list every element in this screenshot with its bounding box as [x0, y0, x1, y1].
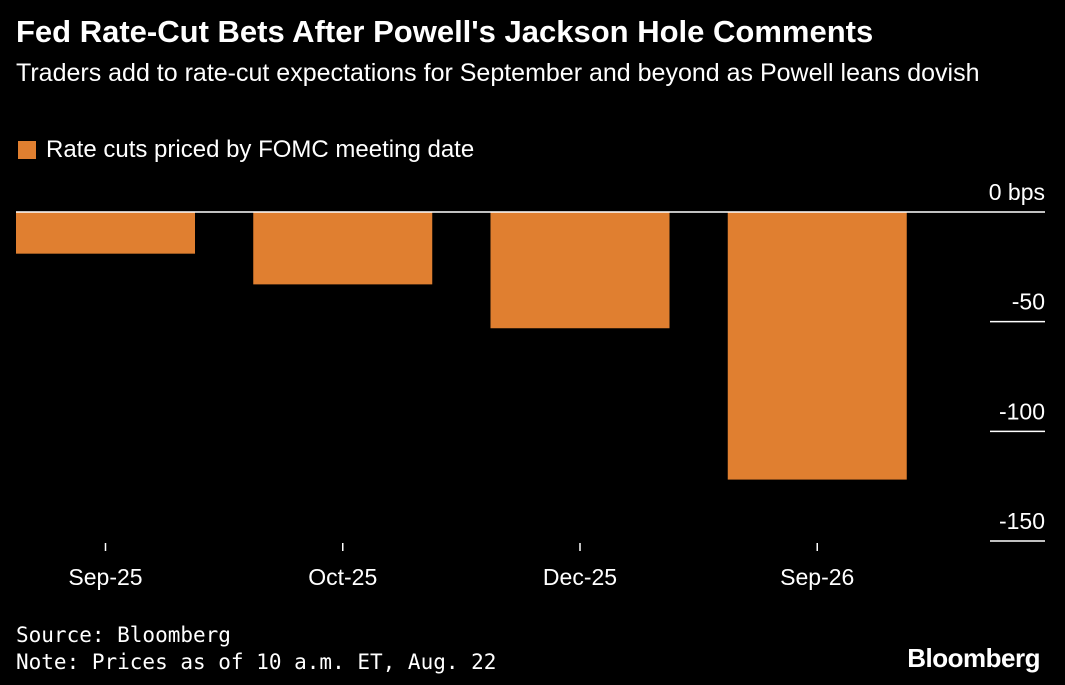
- x-tick-label: Oct-25: [308, 564, 377, 590]
- x-tick-label: Sep-25: [68, 564, 142, 590]
- legend: Rate cuts priced by FOMC meeting date: [18, 136, 474, 164]
- y-tick-label: 0 bps: [989, 179, 1045, 205]
- legend-label: Rate cuts priced by FOMC meeting date: [46, 136, 475, 163]
- bar-sep-26: [727, 212, 907, 480]
- y-tick-label: -100: [999, 398, 1045, 424]
- y-tick-label: -50: [1012, 289, 1045, 315]
- bar-dec-25: [490, 212, 670, 329]
- chart-title: Fed Rate-Cut Bets After Powell's Jackson…: [16, 14, 874, 49]
- legend-swatch: [18, 141, 36, 159]
- bloomberg-logo: Bloomberg: [907, 643, 1040, 673]
- y-tick-label: -150: [999, 508, 1045, 534]
- bar-oct-25: [253, 212, 433, 285]
- note-text: Note: Prices as of 10 a.m. ET, Aug. 22: [16, 650, 497, 674]
- source-text: Source: Bloomberg: [16, 623, 231, 647]
- x-tick-label: Sep-26: [780, 564, 854, 590]
- x-tick-label: Dec-25: [543, 564, 617, 590]
- bar-sep-25: [16, 212, 195, 254]
- chart-subtitle: Traders add to rate-cut expectations for…: [16, 59, 980, 87]
